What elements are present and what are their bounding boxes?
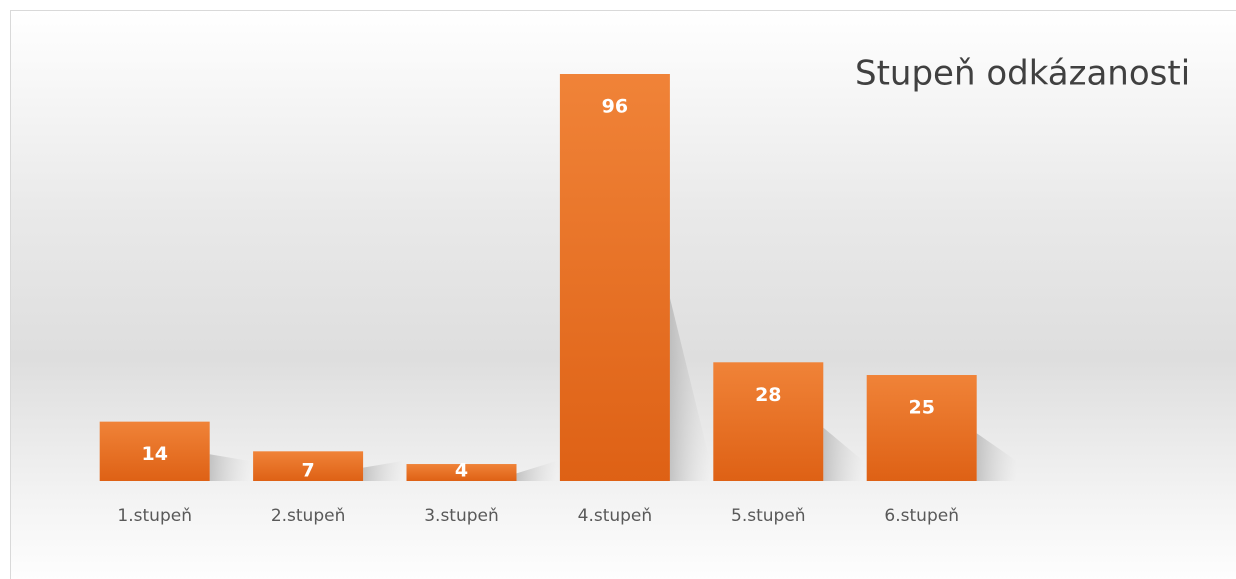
bar — [406, 464, 517, 481]
bar — [713, 362, 824, 481]
data-label: 7 — [301, 460, 314, 482]
bar — [559, 74, 670, 481]
bar — [253, 451, 364, 481]
bar-shadow — [209, 454, 250, 481]
x-tick-label: 2.stupeň — [271, 506, 346, 526]
bar — [866, 375, 977, 481]
bar-shadow — [516, 461, 557, 481]
x-tick-label: 3.stupeň — [424, 506, 499, 526]
data-label: 96 — [602, 96, 628, 118]
x-tick-label: 5.stupeň — [731, 506, 806, 526]
bar-shadow — [976, 433, 1017, 481]
data-label: 4 — [455, 460, 468, 482]
bar-shadow — [669, 297, 710, 481]
data-label: 28 — [755, 384, 781, 406]
data-label: 25 — [908, 397, 934, 419]
bar-shadow — [363, 461, 404, 481]
x-tick-label: 4.stupeň — [578, 506, 653, 526]
x-tick-label: 1.stupeň — [117, 506, 192, 526]
chart-title: Stupeň odkázanosti — [855, 54, 1190, 94]
bar — [99, 421, 210, 481]
data-label: 14 — [141, 443, 167, 465]
bar-shadow — [823, 427, 864, 481]
x-tick-label: 6.stupeň — [884, 506, 959, 526]
